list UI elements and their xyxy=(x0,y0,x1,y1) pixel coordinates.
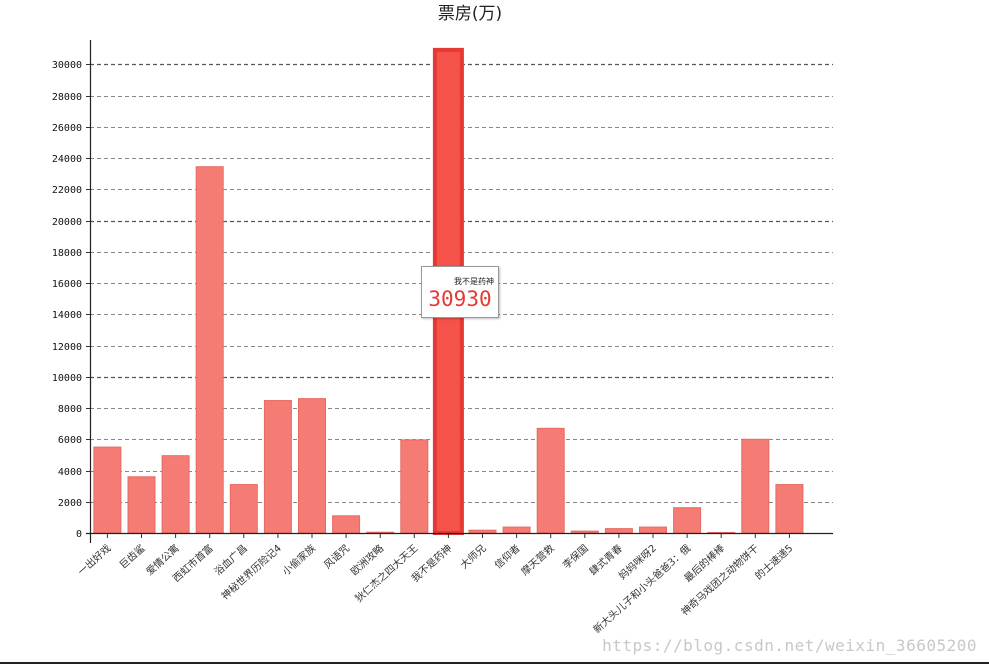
watermark-text: https://blog.csdn.net/weixin_36605200 xyxy=(602,636,977,655)
bar[interactable] xyxy=(502,526,531,534)
y-tick-label: 30000 xyxy=(52,60,82,71)
y-tick-labels: 0 2000 4000 6000 8000 10000 12000 14000 16000 180… xyxy=(52,60,82,540)
bar[interactable] xyxy=(468,529,497,534)
y-tick-label: 8000 xyxy=(58,404,82,415)
bar[interactable] xyxy=(741,438,770,534)
bar[interactable] xyxy=(195,166,224,534)
y-tick-label: 10000 xyxy=(52,373,82,384)
y-tick-label: 6000 xyxy=(58,435,82,446)
y-tick-label: 18000 xyxy=(52,248,82,259)
x-tick-label: 狄仁杰之四大天王 xyxy=(352,542,420,605)
x-tick-label: 李保国 xyxy=(560,542,591,572)
bar[interactable] xyxy=(604,528,633,534)
bar[interactable] xyxy=(263,400,292,534)
axes xyxy=(86,40,833,543)
y-tick-label: 12000 xyxy=(52,342,82,353)
y-tick-label: 0 xyxy=(76,529,82,540)
y-tick-label: 16000 xyxy=(52,279,82,290)
tooltip-category: 我不是药神 xyxy=(454,277,494,286)
y-tick-label: 14000 xyxy=(52,310,82,321)
value-tooltip: 我不是药神 30930 xyxy=(421,266,499,318)
chart-title: 票房(万) xyxy=(438,4,502,24)
bar[interactable] xyxy=(332,515,361,534)
x-tick-label: 大师兄 xyxy=(458,542,489,572)
bottom-border xyxy=(0,662,989,664)
bar[interactable] xyxy=(161,455,190,534)
bars xyxy=(93,47,804,535)
y-tick-label: 26000 xyxy=(52,123,82,134)
bar[interactable] xyxy=(93,446,122,534)
x-tick-label: 风语咒 xyxy=(322,542,352,571)
bar[interactable] xyxy=(127,476,156,534)
bar[interactable] xyxy=(298,398,326,534)
bar[interactable] xyxy=(673,507,702,534)
bar[interactable] xyxy=(400,439,429,534)
y-tick-label: 28000 xyxy=(52,92,82,103)
y-tick-label: 24000 xyxy=(52,154,82,165)
x-tick-label: 信仰者 xyxy=(492,542,522,571)
y-tick-label: 4000 xyxy=(58,467,82,478)
bar[interactable] xyxy=(639,526,667,534)
x-tick-label: 巨齿鲨 xyxy=(117,542,147,571)
bar[interactable] xyxy=(536,427,565,534)
tooltip-value: 30930 xyxy=(428,287,492,311)
bar[interactable] xyxy=(570,530,599,534)
y-tick-label: 2000 xyxy=(58,498,82,509)
x-tick-label: 一出好戏 xyxy=(75,542,113,578)
bar[interactable] xyxy=(229,484,258,534)
x-tick-label: 的士速递5 xyxy=(752,542,795,583)
y-tick-label: 20000 xyxy=(52,217,82,228)
x-tick-label: 神秘世界历险记4 xyxy=(218,542,283,603)
x-tick-label: 摩天营救 xyxy=(518,542,556,578)
bar[interactable] xyxy=(366,531,395,534)
y-tick-label: 22000 xyxy=(52,185,82,196)
bar[interactable] xyxy=(775,484,804,534)
x-tick-label: 小偷家族 xyxy=(280,542,318,578)
